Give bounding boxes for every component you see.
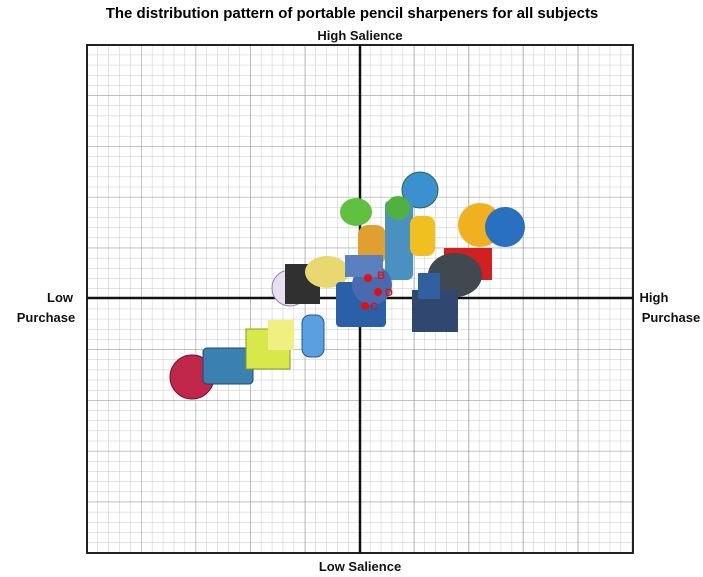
perceptual-map: The distribution pattern of portable pen…: [0, 0, 703, 577]
sharpener: [302, 315, 324, 357]
right-label: Purchase: [642, 310, 701, 325]
sharpener: [268, 320, 294, 350]
sharpener: [410, 216, 435, 256]
top-label: High Salience: [317, 28, 402, 43]
title: The distribution pattern of portable pen…: [106, 5, 599, 22]
page: The distribution pattern of portable pen…: [0, 0, 703, 577]
left-label: Purchase: [17, 310, 76, 325]
bottom-label: Low Salience: [319, 559, 401, 574]
sharpener: [340, 198, 372, 226]
left-label: Low: [47, 290, 74, 305]
point-marker: [361, 302, 369, 310]
sharpener: [386, 196, 410, 220]
point-label: C: [370, 301, 378, 313]
right-label: High: [640, 290, 669, 305]
point-marker: [364, 274, 372, 282]
point-label: B: [377, 270, 385, 282]
point-label: D: [385, 287, 393, 299]
point-marker: [374, 288, 382, 296]
sharpener: [485, 207, 525, 247]
sharpener: [418, 273, 440, 299]
